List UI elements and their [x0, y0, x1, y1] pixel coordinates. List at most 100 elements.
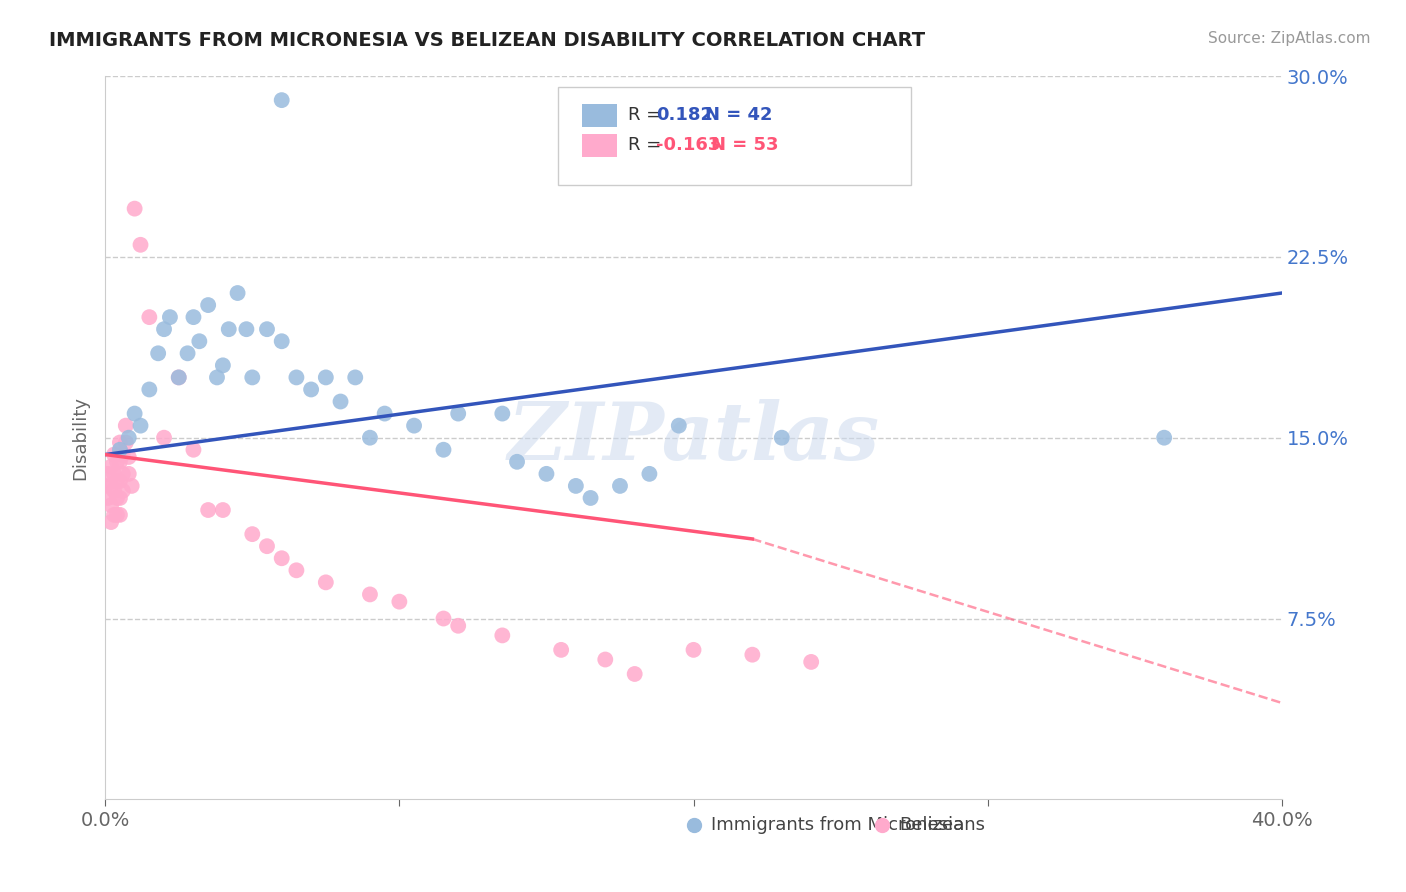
Point: [159, 310, 181, 325]
Point: [183, 442, 205, 457]
Point: [270, 93, 292, 107]
Point: [506, 455, 529, 469]
Point: [176, 346, 198, 360]
Point: [114, 418, 136, 433]
Point: [623, 667, 645, 681]
Point: [103, 467, 125, 481]
Point: [108, 455, 131, 469]
Text: R =: R =: [627, 136, 666, 154]
Point: [146, 346, 169, 360]
Text: Source: ZipAtlas.com: Source: ZipAtlas.com: [1208, 31, 1371, 46]
Point: [103, 483, 125, 498]
Point: [256, 539, 278, 553]
Point: [205, 370, 228, 384]
Point: [111, 483, 134, 498]
Text: Belizeans: Belizeans: [900, 815, 986, 834]
Point: [447, 619, 470, 633]
Point: [212, 359, 235, 373]
Point: [105, 474, 128, 488]
Point: [240, 370, 263, 384]
Point: [638, 467, 661, 481]
Point: [103, 448, 125, 462]
Point: [138, 310, 160, 325]
Point: [153, 431, 176, 445]
Point: [111, 448, 134, 462]
Point: [270, 551, 292, 566]
Text: -0.163: -0.163: [655, 136, 720, 154]
Point: [235, 322, 257, 336]
Point: [100, 479, 122, 493]
Point: [108, 491, 131, 505]
Point: [565, 479, 588, 493]
Point: [118, 450, 141, 464]
Point: [447, 407, 470, 421]
Point: [167, 370, 190, 384]
Point: [121, 479, 143, 493]
Point: [800, 655, 823, 669]
Text: ZIPatlas: ZIPatlas: [508, 399, 880, 476]
Point: [404, 418, 426, 433]
Text: Immigrants from Micronesia: Immigrants from Micronesia: [711, 815, 965, 834]
Point: [359, 431, 381, 445]
Point: [315, 370, 337, 384]
Point: [315, 575, 337, 590]
Text: 0.182: 0.182: [655, 106, 713, 124]
Point: [108, 442, 131, 457]
Point: [212, 503, 235, 517]
Point: [218, 322, 240, 336]
Point: [491, 628, 513, 642]
Y-axis label: Disability: Disability: [72, 396, 89, 480]
Point: [129, 237, 152, 252]
Point: [108, 474, 131, 488]
Point: [105, 491, 128, 505]
Point: [1153, 431, 1175, 445]
Point: [105, 508, 128, 522]
Point: [138, 383, 160, 397]
Point: [240, 527, 263, 541]
Point: [359, 587, 381, 601]
Point: [124, 202, 146, 216]
Point: [536, 467, 558, 481]
Point: [770, 431, 793, 445]
Point: [124, 407, 146, 421]
Point: [550, 643, 572, 657]
Point: [432, 442, 454, 457]
Point: [183, 310, 205, 325]
Point: [491, 407, 513, 421]
Point: [741, 648, 763, 662]
Point: [374, 407, 396, 421]
Point: [100, 459, 122, 474]
Point: [94, 479, 117, 493]
Point: [111, 467, 134, 481]
Point: [114, 435, 136, 450]
Point: [105, 455, 128, 469]
Point: [188, 334, 211, 349]
Point: [108, 508, 131, 522]
Point: [97, 467, 120, 481]
Point: [100, 498, 122, 512]
Point: [118, 467, 141, 481]
Point: [579, 491, 602, 505]
Point: [270, 334, 292, 349]
Point: [682, 643, 704, 657]
Point: [609, 479, 631, 493]
Point: [668, 418, 690, 433]
Point: [197, 298, 219, 312]
Point: [97, 491, 120, 505]
Text: IMMIGRANTS FROM MICRONESIA VS BELIZEAN DISABILITY CORRELATION CHART: IMMIGRANTS FROM MICRONESIA VS BELIZEAN D…: [49, 31, 925, 50]
Point: [285, 370, 308, 384]
Point: [129, 418, 152, 433]
Point: [285, 563, 308, 577]
Point: [153, 322, 176, 336]
Point: [299, 383, 322, 397]
Text: N = 42: N = 42: [706, 106, 773, 124]
Point: [344, 370, 367, 384]
Point: [432, 611, 454, 625]
Point: [118, 431, 141, 445]
Text: R =: R =: [627, 106, 666, 124]
FancyBboxPatch shape: [558, 87, 911, 185]
Point: [593, 652, 616, 666]
Point: [329, 394, 352, 409]
Point: [388, 594, 411, 608]
FancyBboxPatch shape: [582, 134, 617, 157]
